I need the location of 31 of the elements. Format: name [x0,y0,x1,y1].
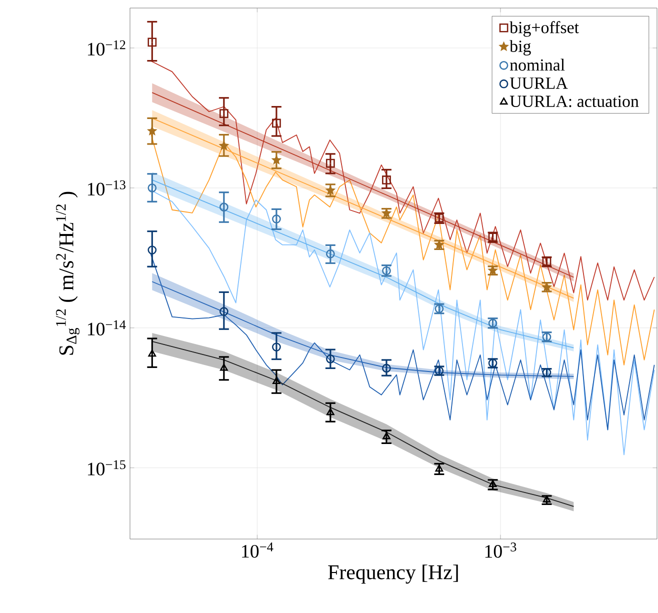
point [219,109,228,118]
point [326,158,335,168]
point [272,342,281,352]
point [326,186,335,194]
y-tick-label: 10$^{−13}$ [88,180,126,196]
point [272,214,281,224]
x-tick-label: 10$^{−4}$ [242,542,274,558]
legend-label: UURLA: actuation [510,96,639,108]
point [435,464,444,472]
point [272,118,281,128]
point [326,249,335,258]
legend-label: nominal [510,58,565,71]
legend-label: big [510,40,531,56]
y-tick-label: 10$^{−12}$ [88,40,126,56]
point [542,495,551,502]
x-axis-title: Frequency [Hz] [328,564,458,584]
point [220,364,228,371]
point [219,202,228,212]
x-tick-label: 10$^{−3}$ [485,542,516,558]
legend-label: UURLA [510,78,568,89]
legend-label: big+offset [510,21,579,37]
point [488,480,497,488]
point [220,141,228,150]
point [219,307,228,316]
point [272,377,280,384]
point [272,156,281,164]
y-tick-label: 10$^{−14}$ [88,320,126,336]
y-axis-title: S$_{Δg}$$^{1/2}$ ( m/s$^{2}$/Hz$^{1/2}$ ) [56,192,80,355]
point [326,354,335,364]
y-tick-label: 10$^{−15}$ [88,460,126,476]
point [326,408,334,416]
